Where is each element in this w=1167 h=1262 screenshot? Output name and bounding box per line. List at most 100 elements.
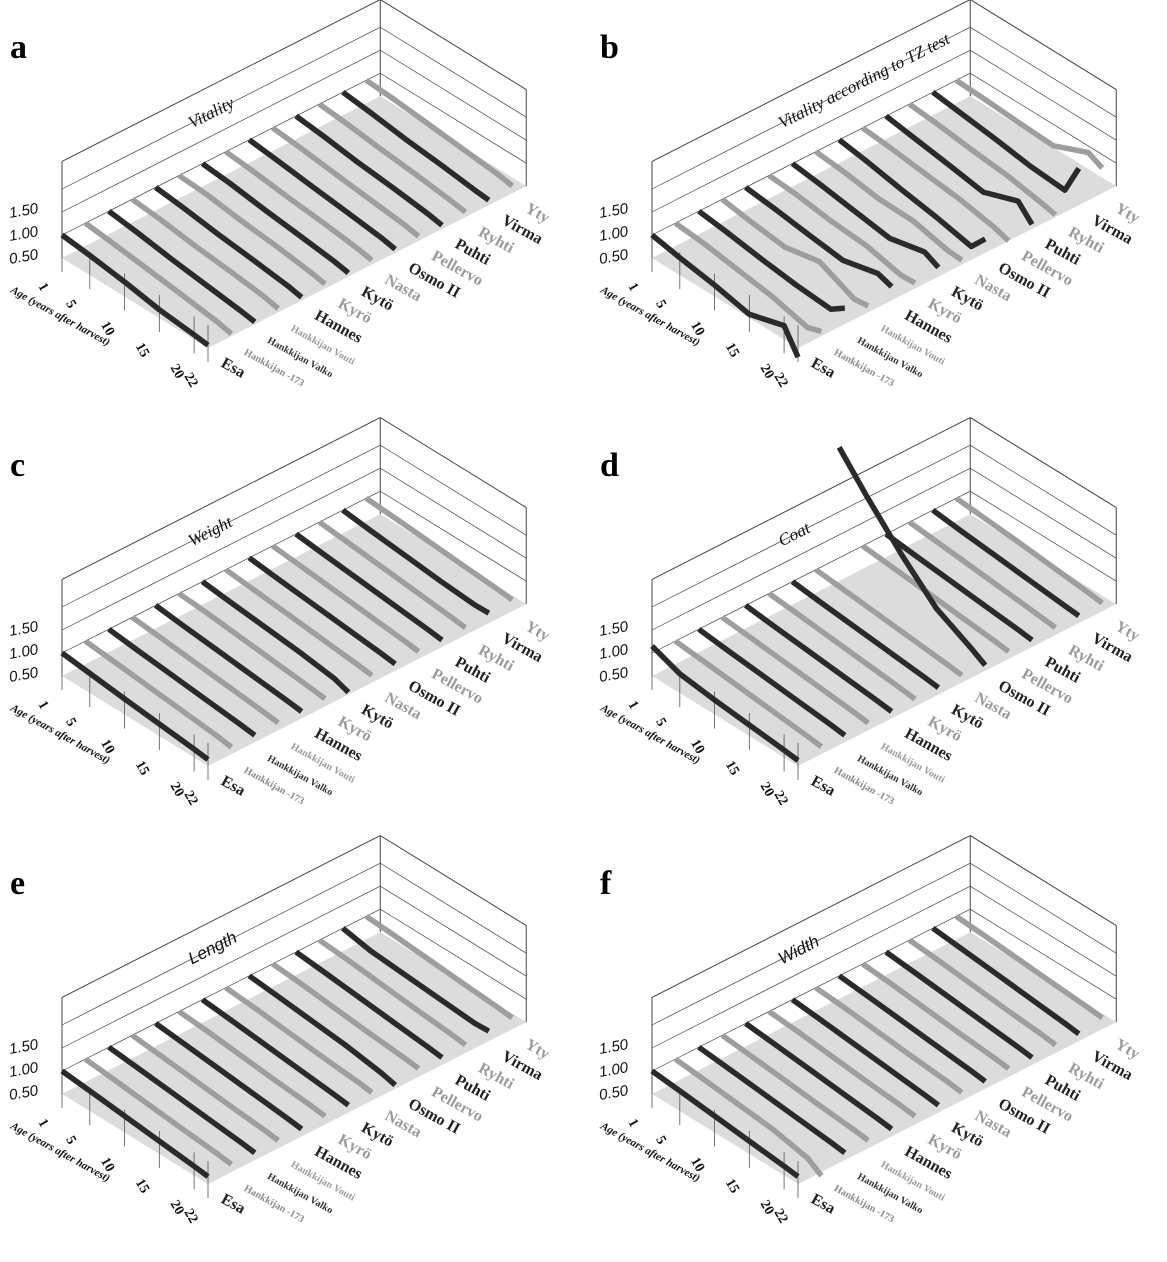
plot-floor: [62, 96, 527, 348]
series-line-puhti: [294, 113, 444, 228]
series-line-hannes: [743, 185, 894, 289]
y-tick-label: 1.00: [8, 1059, 40, 1081]
y-tick-label: 1.50: [598, 200, 630, 222]
age-tick-label: 15: [132, 759, 152, 779]
series-line-esa: [60, 232, 210, 348]
age-tick-label: 1: [35, 281, 51, 295]
y-tick-label: 1.00: [598, 641, 630, 663]
series-line-hankkijan--173: [673, 638, 824, 749]
y-tick-label: 0.50: [598, 664, 630, 686]
series-line-hankkijan-valko: [107, 1044, 257, 1156]
age-tick-label: 20: [167, 780, 187, 800]
y-tick-label: 1.50: [598, 618, 630, 640]
age-tick-label: 20: [757, 362, 777, 382]
age-tick-label: 10: [97, 319, 117, 339]
age-tick-label: 1: [625, 1117, 641, 1131]
series-line-esa: [650, 644, 800, 763]
cultivar-label: Esa: [808, 355, 838, 382]
age-tick-label: 15: [722, 341, 742, 361]
y-tick-label: 0.50: [8, 246, 40, 268]
series-line-virma: [931, 925, 1081, 1037]
series-line-yty: [364, 914, 514, 1021]
chart-title: Length: [185, 928, 240, 969]
age-tick-label: 10: [687, 1155, 707, 1175]
series-line-pellervo: [270, 125, 421, 239]
plot-floor: [652, 96, 1117, 348]
age-axis-label: Age (years after harvest): [598, 284, 702, 349]
series-line-kyrö: [767, 1009, 917, 1119]
series-line-yty: [954, 496, 1104, 606]
series-line-nasta: [814, 985, 964, 1095]
series-line-kyrö: [177, 1009, 327, 1119]
age-tick-label: 1: [35, 1117, 51, 1131]
series-line-kytö: [790, 997, 941, 1108]
series-line-hankkijan--173: [83, 638, 234, 750]
age-tick-label: 1: [625, 699, 641, 713]
age-tick-label: 5: [652, 1134, 668, 1148]
age-tick-label: 20: [757, 780, 777, 800]
age-tick-label: 22: [181, 789, 201, 809]
age-tick-label: 20: [167, 1198, 187, 1218]
panel-letter: e: [10, 865, 25, 902]
y-tick-label: 0.50: [8, 664, 40, 686]
series-line-hankkijan-vouti: [720, 1033, 870, 1143]
series-line-virma: [341, 507, 491, 616]
y-tick-label: 0.50: [598, 246, 630, 268]
age-tick-label: 1: [35, 699, 51, 713]
plot-box: [651, 835, 1117, 1094]
series-line-osmo-ii: [247, 137, 397, 252]
series-line-virma: [931, 89, 1082, 193]
panel-letter: a: [10, 29, 27, 66]
series-line-kytö: [200, 579, 351, 695]
age-tick-label: 5: [62, 298, 78, 312]
series-line-osmo-ii: [247, 555, 397, 667]
series-line-puhti: [294, 949, 444, 1060]
series-line-pellervo: [860, 543, 1011, 654]
age-tick-label: 22: [181, 1207, 201, 1227]
age-tick-label: 15: [722, 1177, 742, 1197]
series-line-esa: [60, 650, 210, 762]
series-line-kyrö: [177, 173, 327, 287]
series-line-esa: [60, 1068, 210, 1179]
age-tick-label: 20: [167, 362, 187, 382]
plot-floor: [62, 514, 527, 766]
y-tick-label: 1.00: [8, 641, 40, 663]
series-line-pellervo: [861, 961, 1011, 1071]
series-line-hankkijan-valko: [697, 626, 847, 738]
series-line-hankkijan--173: [83, 220, 234, 336]
panel-letter: f: [600, 865, 612, 902]
chart-title: Coat: [775, 518, 814, 551]
series-line-ryhti: [907, 101, 1058, 217]
series-line-hannes: [153, 1021, 304, 1132]
plot-floor: [62, 932, 527, 1184]
plot-floor: [652, 932, 1117, 1184]
plot-box: [651, 0, 1117, 258]
series-line-hankkijan-valko: [107, 208, 257, 325]
series-line-hankkijan--173: [83, 1056, 234, 1167]
series-line-kytö: [790, 161, 941, 270]
age-tick-label: 10: [97, 1155, 117, 1175]
series-line-virma: [341, 89, 491, 203]
age-tick-label: 20: [757, 1198, 777, 1218]
age-tick-label: 15: [132, 341, 152, 361]
series-line-nasta: [224, 985, 374, 1095]
age-tick-label: 5: [62, 1134, 78, 1148]
age-axis-label: Age (years after harvest): [8, 702, 112, 767]
series-line-kyrö: [767, 591, 917, 702]
series-line-puhti: [884, 949, 1034, 1060]
series-line-hankkijan--173: [673, 220, 823, 335]
series-line-hannes: [743, 603, 894, 714]
age-tick-label: 10: [687, 737, 707, 757]
cultivar-label: Esa: [218, 1191, 248, 1218]
series-line-ryhti: [907, 937, 1058, 1048]
series-line-esa: [650, 232, 801, 359]
series-line-nasta: [814, 567, 964, 678]
series-line-hankkijan-vouti: [130, 1033, 280, 1143]
age-axis-label: Age (years after harvest): [8, 284, 112, 349]
age-tick-label: 10: [97, 737, 117, 757]
age-axis-label: Age (years after harvest): [8, 1120, 112, 1185]
series-line-virma: [341, 926, 491, 1034]
